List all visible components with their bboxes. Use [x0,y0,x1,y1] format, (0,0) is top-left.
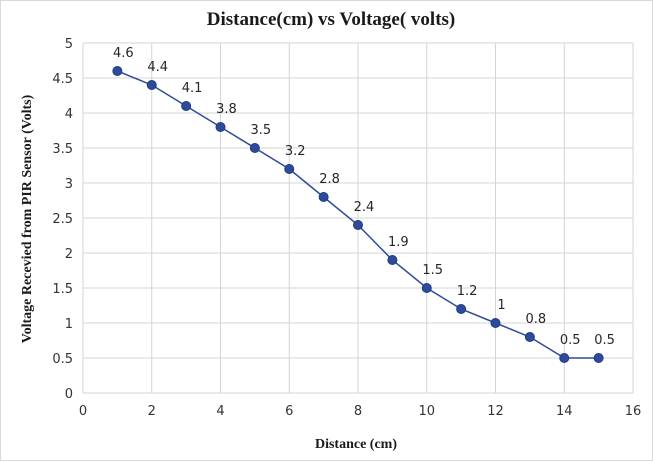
data-label: 3.5 [251,123,272,138]
x-tick-label: 16 [625,404,642,419]
data-point [181,101,192,111]
data-label: 1.2 [457,284,478,299]
x-tick-label: 0 [79,404,87,419]
data-point [284,164,295,174]
y-axis-ticks: 0 0.5 1 1.5 2 2.5 3 3.5 4 4.5 5 [52,37,73,402]
data-point [456,304,467,314]
y-tick-label: 2 [65,247,73,262]
data-label: 2.8 [319,172,340,187]
data-point [353,220,363,230]
x-tick-label: 6 [285,404,293,419]
data-point [593,353,604,363]
x-axis-ticks: 0 2 4 6 8 10 12 14 16 [79,404,641,419]
data-point [421,283,432,293]
chart-title: Distance(cm) vs Voltage( volts) [207,9,456,30]
data-label: 3.8 [216,102,237,117]
data-labels: 4.6 4.4 4.1 3.8 3.5 3.2 2.8 2.4 1.9 1.5 1.2 1 0.8 0.5… [113,46,615,348]
series [112,66,604,363]
y-tick-label: 3.5 [52,142,73,157]
y-tick-label: 0.5 [52,352,73,367]
data-point [112,66,123,76]
y-tick-label: 2.5 [52,212,73,227]
y-tick-label: 1.5 [52,282,73,297]
data-point [559,353,570,363]
data-point [524,332,535,342]
data-point [215,122,226,132]
data-point [387,255,398,265]
y-tick-label: 0 [65,387,73,402]
data-label: 1 [497,298,505,313]
x-tick-label: 12 [487,404,504,419]
y-tick-label: 4 [65,107,73,122]
data-label: 0.8 [526,312,547,327]
data-label: 1.5 [422,263,443,278]
y-tick-label: 1 [65,317,73,332]
data-label: 0.5 [594,333,615,348]
data-point [490,318,501,328]
y-tick-label: 4.5 [52,72,73,87]
data-point [318,192,329,202]
data-label: 3.2 [285,144,306,159]
x-axis-title: Distance (cm) [315,437,397,452]
x-tick-label: 8 [354,404,362,419]
data-label: 0.5 [560,333,581,348]
grid-lines [82,42,634,394]
y-axis-title: Voltage Recevied from PIR Sensor (Volts) [20,94,35,343]
data-label: 4.1 [182,81,203,96]
data-label: 4.4 [147,60,168,75]
x-tick-label: 2 [148,404,156,419]
data-point [249,143,260,153]
y-tick-label: 5 [65,37,73,52]
y-tick-label: 3 [65,177,73,192]
data-label: 2.4 [354,200,375,215]
data-point [146,80,157,90]
x-tick-label: 4 [216,404,224,419]
data-label: 4.6 [113,46,134,61]
x-tick-label: 14 [556,404,573,419]
data-label: 1.9 [388,235,409,250]
x-tick-label: 10 [418,404,435,419]
